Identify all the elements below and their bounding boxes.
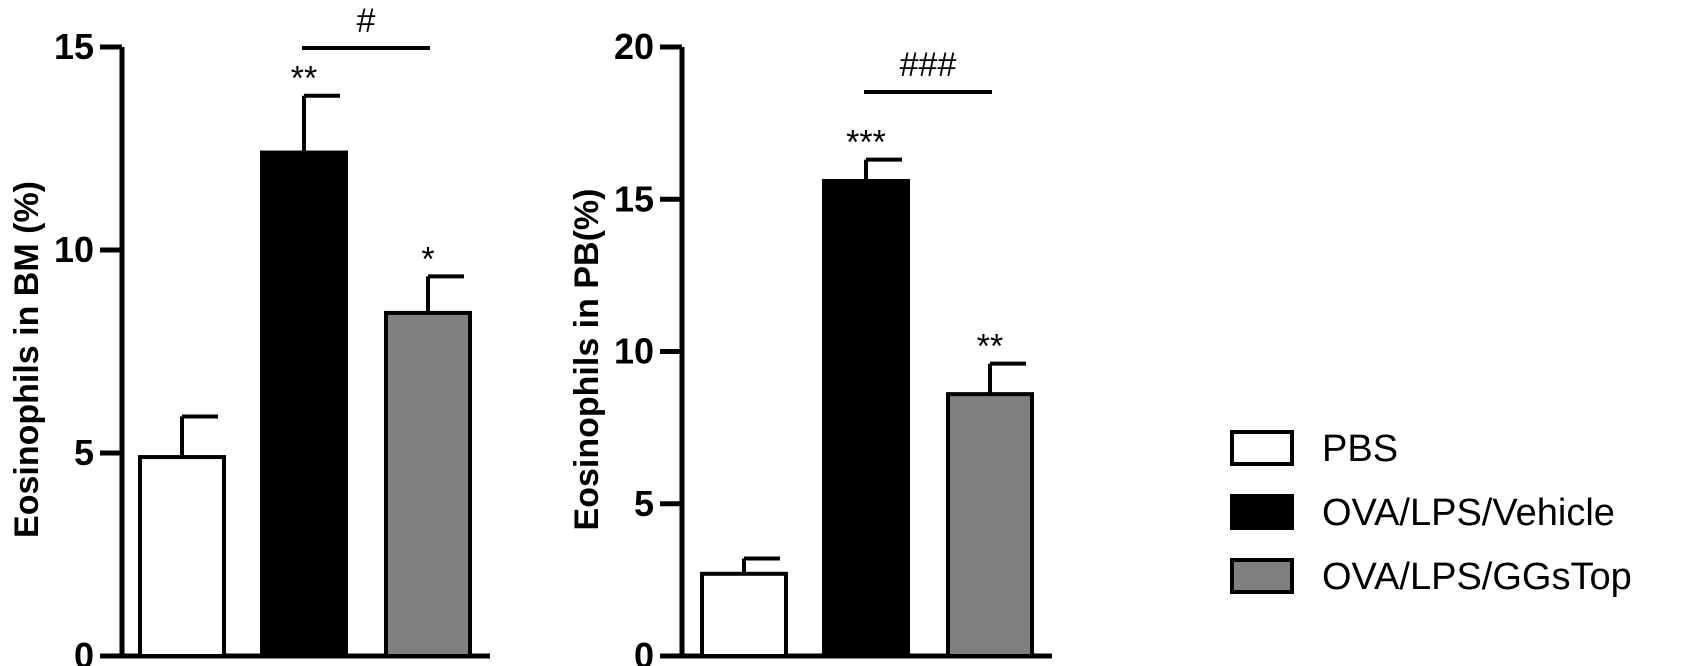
legend-item-pbs: PBS: [1230, 428, 1398, 470]
y-tick-label-15: 15: [614, 178, 654, 219]
legend-swatch-vehicle: [1230, 494, 1294, 530]
y-tick-label-10: 10: [614, 331, 654, 372]
legend-item-ggstop: OVA/LPS/GGsTop: [1230, 556, 1632, 598]
bar-pbs: [138, 455, 226, 658]
legend-swatch-ggstop: [1230, 558, 1294, 594]
sig-label-vehicle: **: [291, 60, 317, 98]
bar-vehicle: [822, 178, 910, 658]
legend: PBS OVA/LPS/Vehicle OVA/LPS/GGsTop: [1230, 428, 1632, 598]
bar-ggstop: [384, 310, 472, 658]
bar-vehicle: [260, 150, 348, 658]
y-tick-label-5: 5: [634, 483, 654, 524]
bar-ggstop: [946, 392, 1034, 658]
bar-pbs: [700, 571, 788, 658]
y-tick-label-15: 15: [54, 26, 94, 67]
comparison-label: #: [357, 2, 376, 40]
y-tick-label-0: 0: [634, 635, 654, 666]
sig-label-ggstop: *: [421, 240, 434, 278]
legend-item-vehicle: OVA/LPS/Vehicle: [1230, 492, 1615, 534]
legend-label-vehicle: OVA/LPS/Vehicle: [1322, 492, 1615, 534]
y-tick-label-10: 10: [54, 229, 94, 270]
legend-swatch-pbs: [1230, 430, 1294, 466]
comparison-label: ###: [900, 46, 957, 84]
sig-label-vehicle: ***: [846, 124, 886, 162]
y-tick-label-0: 0: [74, 635, 94, 666]
legend-label-pbs: PBS: [1322, 428, 1398, 470]
y-tick-label-5: 5: [74, 432, 94, 473]
y-axis-title: Eosinophils in PB(%): [568, 189, 606, 531]
y-tick-label-20: 20: [614, 26, 654, 67]
legend-label-ggstop: OVA/LPS/GGsTop: [1322, 556, 1632, 598]
y-axis-title: Eosinophils in BM (%): [8, 181, 46, 538]
sig-label-ggstop: **: [977, 328, 1003, 366]
